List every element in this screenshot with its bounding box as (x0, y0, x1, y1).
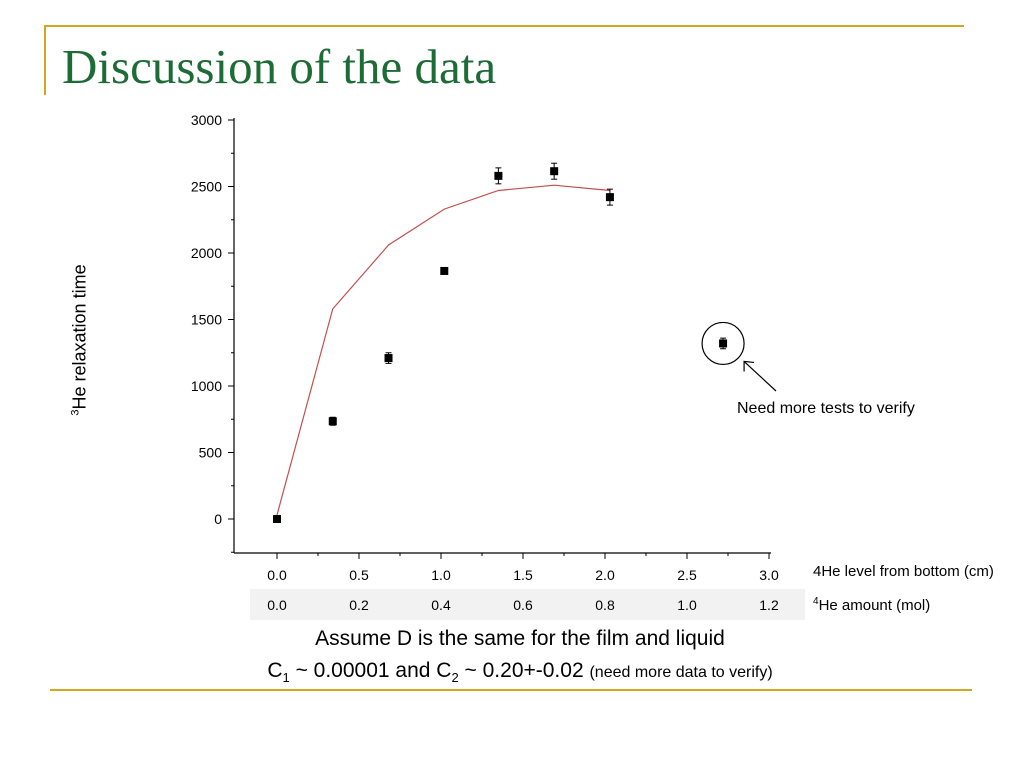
data-point (550, 167, 559, 176)
caption-c1: C (267, 659, 283, 682)
x2-tick-label: 1.2 (759, 597, 779, 613)
y-axis-label: 3He relaxation time (70, 240, 91, 440)
data-point (719, 339, 728, 348)
caption-end: ~ 0.20+-0.02 (458, 659, 590, 682)
y-tick-label: 1500 (191, 312, 222, 328)
caption-line-1: Assume D is the same for the film and li… (315, 627, 725, 650)
annotation-arrow-line (743, 360, 777, 392)
y-tick-label: 2500 (191, 179, 222, 195)
frame-bottom-line (50, 689, 972, 691)
x2-tick-label: 0.8 (595, 597, 615, 613)
secondary-axis-band (250, 589, 805, 620)
y-axis-label-text: He relaxation time (69, 264, 90, 410)
annotation-text: Need more tests to verify (737, 400, 915, 417)
frame-top-line (44, 25, 964, 27)
x2-axis-label-text: He amount (mol) (818, 597, 931, 614)
model-curve-line (276, 184, 610, 516)
y-tick-label: 0 (214, 511, 222, 527)
caption-c2-sub: 2 (451, 670, 459, 686)
annotation-arrow-head (743, 360, 755, 372)
x2-tick-label: 0.4 (431, 597, 451, 613)
data-point (273, 515, 281, 523)
x2-tick-label: 0.2 (349, 597, 369, 613)
data-point (440, 266, 449, 275)
y-axis-label-sup: 3 (69, 409, 82, 416)
caption-note: (need more data to verify) (589, 664, 773, 681)
x2-axis-label: 4He amount (mol) (813, 596, 930, 614)
data-point (328, 417, 337, 426)
x2-axis-label-sup: 4 (813, 596, 819, 607)
x2-tick-label: 1.0 (677, 597, 697, 613)
x-tick-label: 0.5 (349, 567, 369, 583)
x-tick-label: 3.0 (759, 567, 779, 583)
caption-mid: ~ 0.00001 and C (289, 659, 452, 682)
x-tick-label: 2.5 (677, 567, 697, 583)
y-tick-label: 3000 (191, 112, 222, 128)
x-tick-label: 1.0 (431, 567, 451, 583)
data-point (605, 193, 614, 202)
highlight-circle (701, 321, 745, 366)
x2-tick-label: 0.0 (267, 597, 287, 613)
x-axis-label: 4He level from bottom (cm) (813, 563, 994, 580)
y-tick-label: 1000 (191, 378, 222, 394)
frame-left-line (44, 25, 46, 95)
x2-tick-label: 0.6 (513, 597, 533, 613)
x-tick-label: 1.5 (513, 567, 533, 583)
slide-title: Discussion of the data (62, 39, 497, 94)
y-tick-label: 2000 (191, 245, 222, 261)
data-point (494, 171, 503, 180)
x-tick-label: 2.0 (595, 567, 615, 583)
caption-c1-sub: 1 (282, 670, 290, 686)
caption-line-2: C1 ~ 0.00001 and C2 ~ 0.20+-0.02 (need m… (0, 659, 1024, 685)
x-tick-label: 0.0 (267, 567, 287, 583)
y-tick-label: 500 (199, 445, 223, 461)
data-point (384, 354, 393, 363)
